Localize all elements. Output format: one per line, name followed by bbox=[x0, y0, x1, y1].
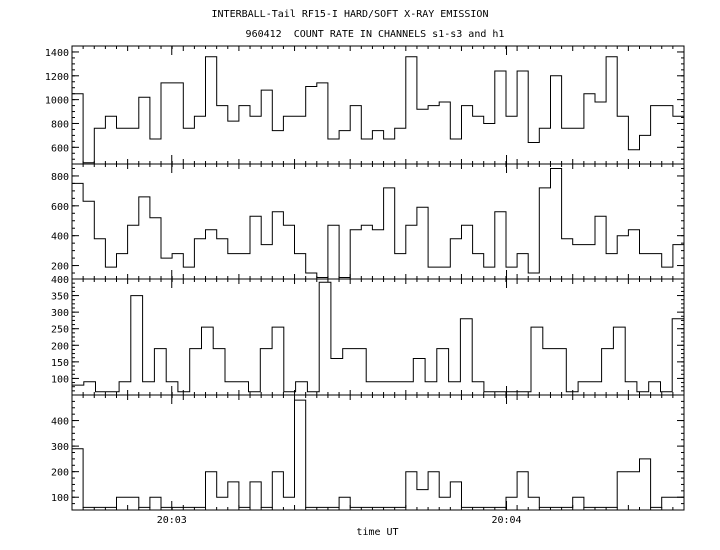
panel-s3: 100 150 200 250 300 350 400 bbox=[51, 275, 685, 396]
panel-frame bbox=[71, 45, 685, 165]
y-tick-label: 200 bbox=[51, 341, 69, 352]
y-tick-label: 200 bbox=[51, 262, 69, 273]
series-s2-line bbox=[72, 168, 684, 278]
y-tick-label: 100 bbox=[51, 493, 69, 504]
time-axis: 20:03 20:04 bbox=[157, 46, 522, 526]
x-axis-label: time UT bbox=[356, 527, 399, 538]
y-tick-label: 1200 bbox=[45, 72, 69, 83]
panels-group: 6008001000120014002004006008001001502002… bbox=[45, 45, 685, 511]
y-tick-label: 250 bbox=[51, 325, 69, 336]
y-tick-label: 800 bbox=[51, 172, 69, 183]
y-tick-label: 100 bbox=[51, 374, 69, 385]
y-tick-label: 800 bbox=[51, 119, 69, 130]
y-tick-label: 1000 bbox=[45, 96, 69, 107]
y-tick-label: 600 bbox=[51, 202, 69, 213]
chart-subtitle: 960412 COUNT RATE IN CHANNELS s1-s3 and … bbox=[245, 29, 505, 40]
y-tick-label: 1400 bbox=[45, 48, 69, 59]
panel-frame bbox=[71, 394, 685, 511]
panel-h1: 100 200 300 400 bbox=[51, 394, 685, 511]
x-tick-label: 20:04 bbox=[491, 515, 521, 526]
y-tick-label: 150 bbox=[51, 358, 69, 369]
series-s1-line bbox=[72, 56, 684, 164]
x-tick-label: 20:03 bbox=[157, 515, 187, 526]
panel-s1: 600 800 1000 1200 1400 bbox=[45, 45, 685, 165]
y-tick-label: 300 bbox=[51, 308, 69, 319]
panel-s2: 200 400 600 800 bbox=[51, 163, 685, 280]
panel-frame bbox=[71, 278, 685, 396]
y-tick-label: 200 bbox=[51, 468, 69, 479]
y-tick-label: 400 bbox=[51, 417, 69, 428]
y-tick-label: 600 bbox=[51, 143, 69, 154]
y-tick-label: 400 bbox=[51, 275, 69, 286]
panel-frame bbox=[71, 163, 685, 280]
series-s3-line bbox=[72, 281, 684, 393]
series-h1-line bbox=[72, 399, 684, 508]
chart-title: INTERBALL-Tail RF15-I HARD/SOFT X-RAY EM… bbox=[211, 9, 489, 20]
y-tick-label: 350 bbox=[51, 292, 69, 303]
y-tick-label: 400 bbox=[51, 232, 69, 243]
y-tick-label: 300 bbox=[51, 442, 69, 453]
